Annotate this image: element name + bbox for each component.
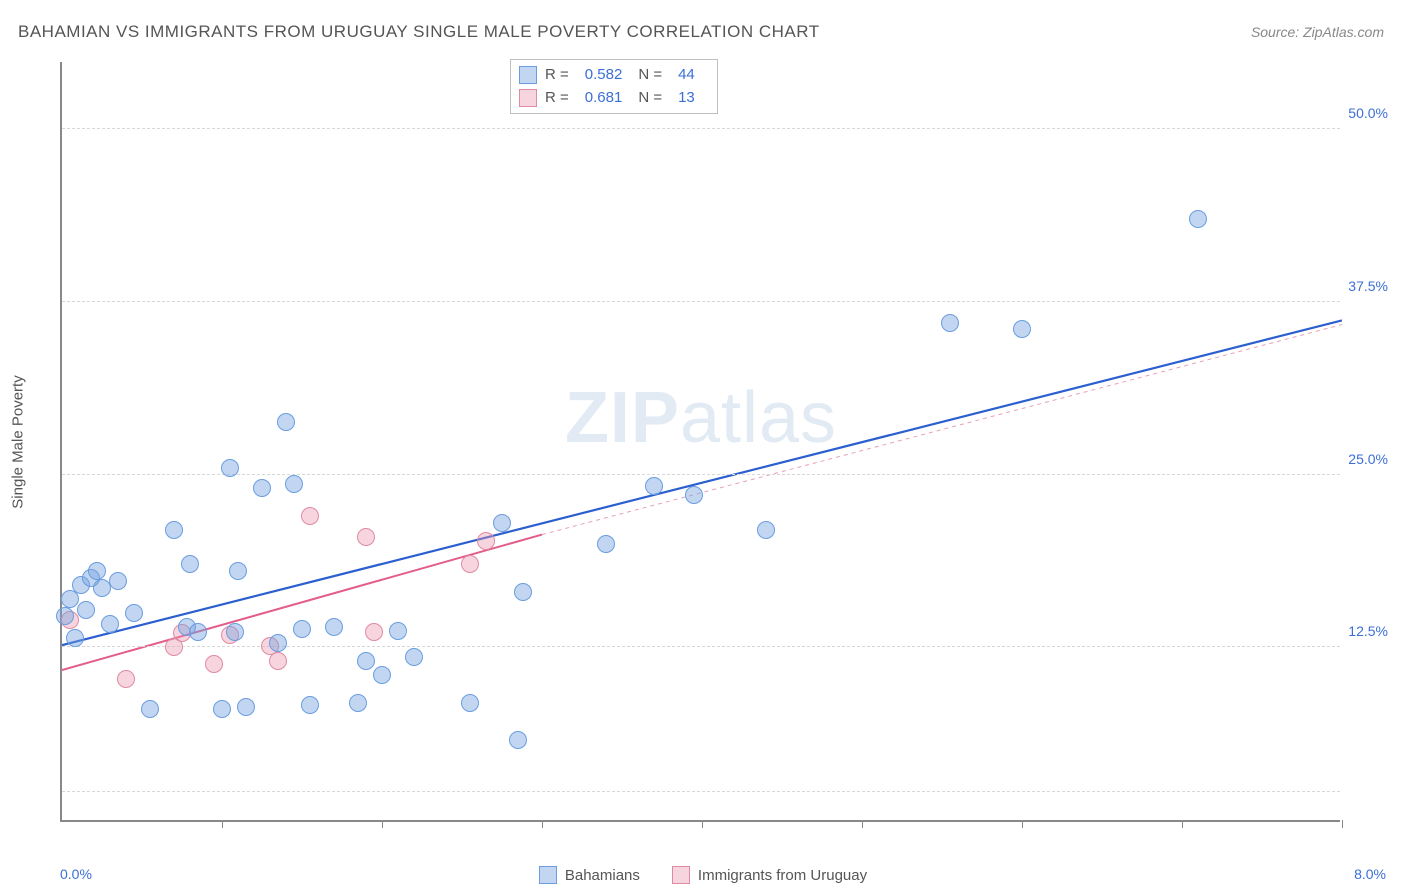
swatch-icon <box>672 866 690 884</box>
data-point-bahamians <box>285 475 303 493</box>
data-point-bahamians <box>88 562 106 580</box>
data-point-uruguay <box>461 555 479 573</box>
r-value: 0.681 <box>577 87 631 110</box>
stats-row-uruguay: R = 0.681 N = 13 <box>519 87 703 110</box>
data-point-uruguay <box>117 670 135 688</box>
x-axis-tick <box>222 820 223 828</box>
data-point-bahamians <box>685 486 703 504</box>
n-value: 44 <box>670 64 703 87</box>
data-point-bahamians <box>221 459 239 477</box>
data-point-uruguay <box>269 652 287 670</box>
r-label: R = <box>545 64 569 87</box>
data-point-bahamians <box>237 698 255 716</box>
data-point-uruguay <box>205 655 223 673</box>
data-point-bahamians <box>325 618 343 636</box>
data-point-uruguay <box>357 528 375 546</box>
data-point-bahamians <box>373 666 391 684</box>
data-point-bahamians <box>125 604 143 622</box>
chart-title: BAHAMIAN VS IMMIGRANTS FROM URUGUAY SING… <box>18 22 820 42</box>
data-point-bahamians <box>389 622 407 640</box>
data-point-bahamians <box>645 477 663 495</box>
data-point-bahamians <box>141 700 159 718</box>
gridline <box>62 474 1340 475</box>
data-point-uruguay <box>301 507 319 525</box>
n-label: N = <box>638 64 662 87</box>
plot-area: ZIPatlas R =0.582N =44R =0.681N =13 12.5… <box>60 62 1340 822</box>
data-point-bahamians <box>349 694 367 712</box>
data-point-bahamians <box>165 521 183 539</box>
swatch-icon <box>519 66 537 84</box>
data-point-bahamians <box>597 535 615 553</box>
data-point-bahamians <box>277 413 295 431</box>
data-point-bahamians <box>77 601 95 619</box>
gridline <box>62 646 1340 647</box>
r-value: 0.582 <box>577 64 631 87</box>
data-point-bahamians <box>514 583 532 601</box>
data-point-bahamians <box>229 562 247 580</box>
data-point-bahamians <box>941 314 959 332</box>
data-point-bahamians <box>293 620 311 638</box>
gridline <box>62 301 1340 302</box>
x-axis-min-label: 0.0% <box>60 866 92 882</box>
gridline <box>62 128 1340 129</box>
data-point-uruguay <box>477 532 495 550</box>
x-axis-tick <box>862 820 863 828</box>
legend-item-bahamians: Bahamians <box>539 866 640 884</box>
legend-item-uruguay: Immigrants from Uruguay <box>672 866 867 884</box>
data-point-bahamians <box>1013 320 1031 338</box>
data-point-bahamians <box>189 623 207 641</box>
r-label: R = <box>545 87 569 110</box>
data-point-bahamians <box>213 700 231 718</box>
data-point-bahamians <box>181 555 199 573</box>
data-point-bahamians <box>66 629 84 647</box>
data-point-bahamians <box>269 634 287 652</box>
data-point-bahamians <box>101 615 119 633</box>
n-label: N = <box>638 87 662 110</box>
swatch-icon <box>519 89 537 107</box>
y-axis-label: Single Male Poverty <box>10 375 27 508</box>
data-point-bahamians <box>509 731 527 749</box>
x-axis-tick <box>1022 820 1023 828</box>
data-point-bahamians <box>226 623 244 641</box>
data-point-bahamians <box>56 607 74 625</box>
source-credit: Source: ZipAtlas.com <box>1251 24 1384 40</box>
legend-label: Bahamians <box>565 867 640 884</box>
x-axis-tick <box>382 820 383 828</box>
y-axis-tick-label: 50.0% <box>1348 105 1388 121</box>
n-value: 13 <box>670 87 703 110</box>
gridline <box>62 791 1340 792</box>
x-axis-tick <box>1182 820 1183 828</box>
stats-legend-box: R = 0.582 N = 44 R = 0.681 N = 13 <box>510 59 718 114</box>
data-point-bahamians <box>757 521 775 539</box>
data-point-bahamians <box>493 514 511 532</box>
y-axis-tick-label: 25.0% <box>1348 451 1388 467</box>
data-point-bahamians <box>109 572 127 590</box>
legend-label: Immigrants from Uruguay <box>698 867 867 884</box>
data-point-bahamians <box>405 648 423 666</box>
data-point-uruguay <box>365 623 383 641</box>
stats-row-bahamians: R = 0.582 N = 44 <box>519 64 703 87</box>
data-point-bahamians <box>253 479 271 497</box>
data-point-bahamians <box>301 696 319 714</box>
chart-container: Single Male Poverty ZIPatlas R =0.582N =… <box>50 62 1385 822</box>
y-axis-tick-label: 37.5% <box>1348 278 1388 294</box>
swatch-icon <box>539 866 557 884</box>
data-point-bahamians <box>461 694 479 712</box>
x-axis-tick <box>702 820 703 828</box>
data-point-bahamians <box>1189 210 1207 228</box>
bottom-legend: Bahamians Immigrants from Uruguay <box>0 866 1406 884</box>
y-axis-tick-label: 12.5% <box>1348 623 1388 639</box>
x-axis-max-label: 8.0% <box>1354 866 1386 882</box>
watermark: ZIPatlas <box>565 377 837 459</box>
x-axis-tick <box>1342 820 1343 828</box>
x-axis-tick <box>542 820 543 828</box>
data-point-bahamians <box>357 652 375 670</box>
